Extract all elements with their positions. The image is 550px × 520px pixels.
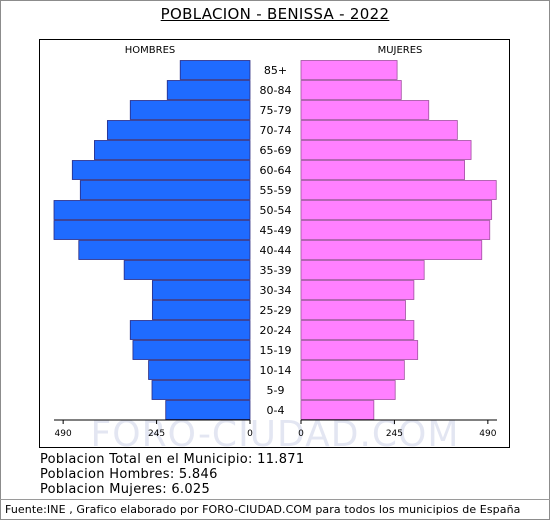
source-note: Fuente:INE , Grafico elaborado por FORO-…	[5, 503, 521, 516]
male-bar	[79, 180, 251, 200]
female-bar	[300, 260, 425, 280]
divider	[0, 499, 550, 500]
female-bar	[300, 360, 405, 380]
male-bar	[165, 400, 251, 420]
female-population: Poblacion Mujeres: 6.025	[40, 482, 211, 497]
age-group-label: 15-19	[260, 344, 292, 357]
female-bar	[300, 200, 493, 220]
male-bar	[148, 360, 251, 380]
female-bar	[300, 80, 402, 100]
age-group-label: 65-69	[260, 144, 292, 157]
male-bar	[151, 280, 251, 300]
male-population: Poblacion Hombres: 5.846	[40, 467, 218, 482]
male-bar	[151, 300, 251, 320]
female-bar	[300, 380, 396, 400]
female-bar	[300, 280, 415, 300]
female-bar	[300, 300, 406, 320]
age-group-label: 60-64	[260, 164, 292, 177]
male-bar	[129, 100, 251, 120]
male-bar	[106, 120, 251, 140]
female-bar	[300, 140, 472, 160]
age-group-label: 40-44	[260, 244, 292, 257]
age-group-label: 75-79	[260, 104, 292, 117]
age-group-label: 25-29	[260, 304, 292, 317]
age-group-label: 10-14	[260, 364, 292, 377]
age-group-label: 85+	[264, 64, 287, 77]
male-bar	[78, 240, 251, 260]
x-tick-label: 0	[298, 429, 304, 439]
male-bar	[129, 320, 251, 340]
male-bar	[53, 220, 251, 240]
mujeres-header: MUJERES	[378, 45, 423, 56]
age-group-label: 70-74	[260, 124, 292, 137]
male-bar	[123, 260, 251, 280]
female-bar	[300, 60, 398, 80]
chart-title: POBLACION - BENISSA - 2022	[160, 5, 390, 23]
male-bar	[151, 380, 251, 400]
age-group-label: 50-54	[260, 204, 292, 217]
hombres-header: HOMBRES	[125, 45, 176, 56]
female-bar	[300, 180, 497, 200]
age-group-label: 5-9	[267, 384, 285, 397]
x-tick-label: 245	[386, 429, 403, 439]
male-bar	[71, 160, 251, 180]
female-bar	[300, 220, 491, 240]
female-bar	[300, 400, 375, 420]
age-group-label: 0-4	[267, 404, 285, 417]
male-bar	[166, 80, 251, 100]
male-bar	[179, 60, 251, 80]
x-tick-label: 490	[479, 429, 496, 439]
x-tick-label: 245	[148, 429, 165, 439]
female-bar	[300, 240, 483, 260]
male-bar	[53, 200, 251, 220]
age-group-label: 45-49	[260, 224, 292, 237]
male-bar	[94, 140, 251, 160]
female-bar	[300, 340, 419, 360]
female-bar	[300, 160, 465, 180]
watermark: FORO-CIUDAD.COM	[90, 414, 460, 455]
female-bar	[300, 320, 415, 340]
age-group-label: 35-39	[260, 264, 292, 277]
female-bar	[300, 120, 458, 140]
age-group-label: 55-59	[260, 184, 292, 197]
male-bar	[132, 340, 251, 360]
x-tick-label: 0	[247, 429, 253, 439]
age-group-label: 80-84	[260, 84, 292, 97]
female-bar	[300, 100, 430, 120]
total-population: Poblacion Total en el Municipio: 11.871	[40, 452, 305, 467]
age-group-label: 30-34	[260, 284, 292, 297]
x-tick-label: 490	[55, 429, 72, 439]
age-group-label: 20-24	[260, 324, 292, 337]
